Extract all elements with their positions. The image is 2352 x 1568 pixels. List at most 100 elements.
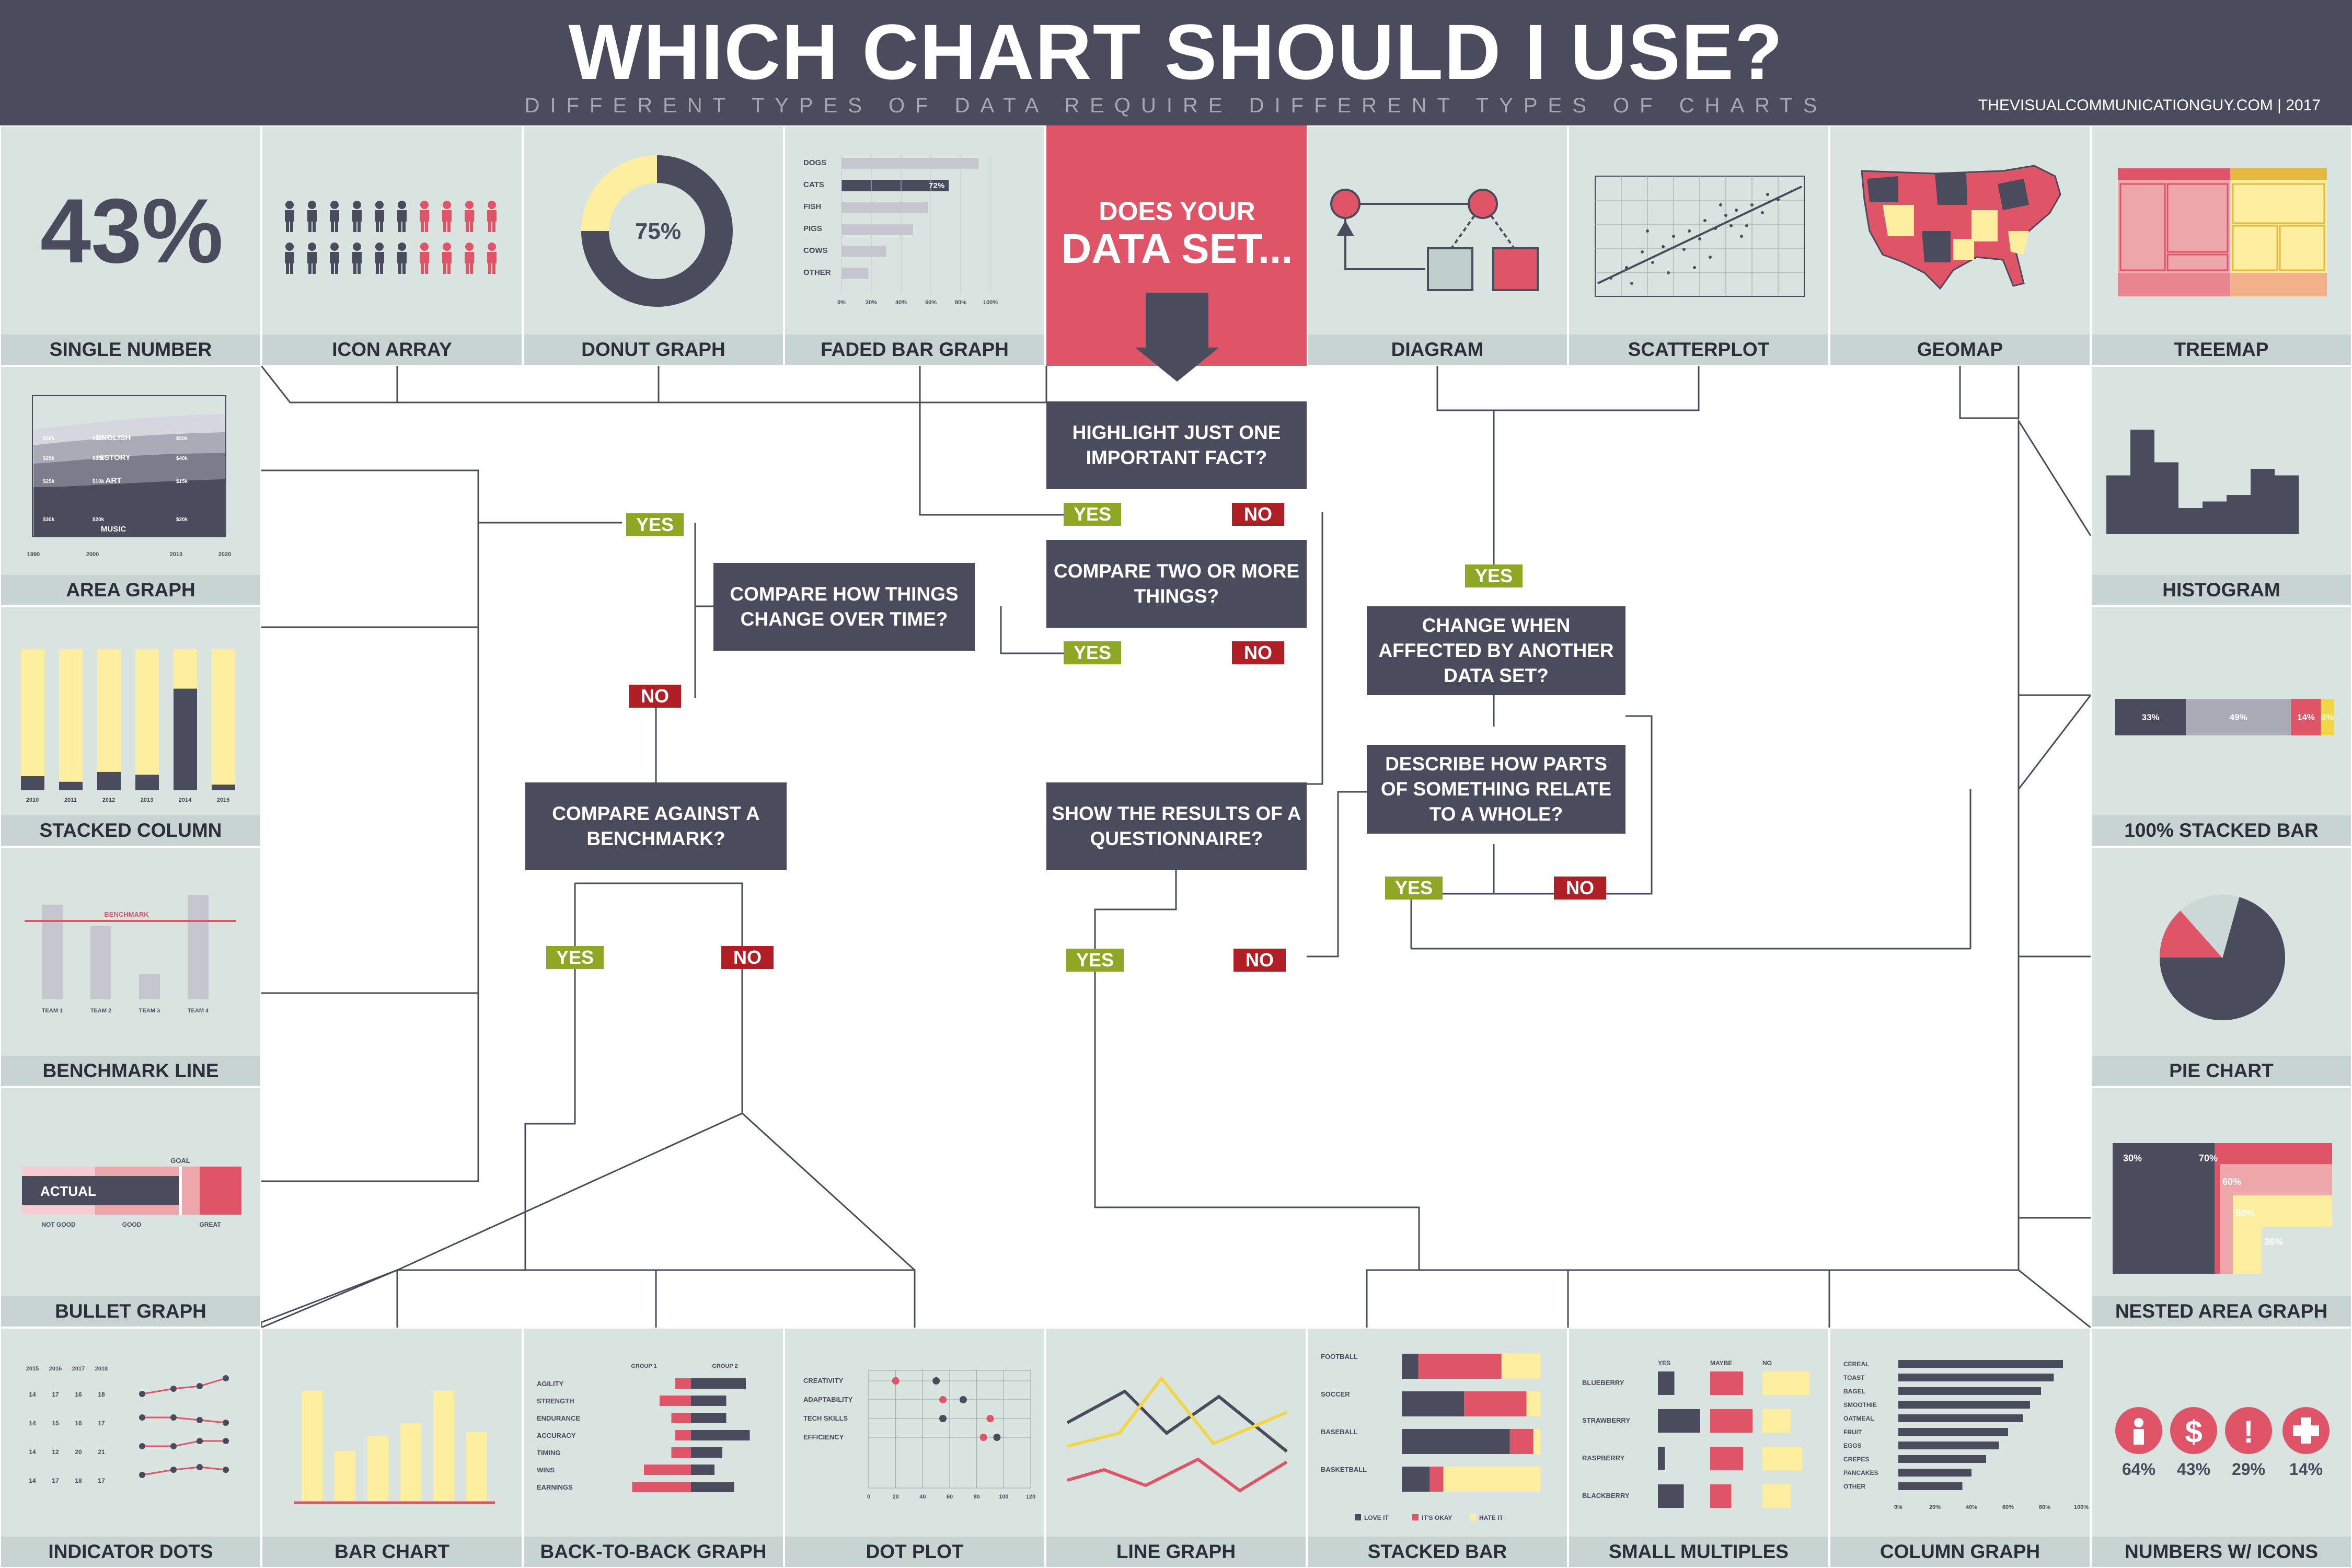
panel-label: SMALL MULTIPLES — [1569, 1537, 1828, 1567]
person-icon — [375, 210, 384, 222]
benchmark-label: BENCHMARK — [104, 910, 149, 918]
panel-back-to-back: GROUP 1 GROUP 2 AGILITY STRENGTH ENDURANCE AC… — [523, 1328, 784, 1568]
person-icon — [492, 222, 495, 232]
panel-icon-array: ICON ARRAY — [261, 125, 523, 366]
person-icon — [331, 263, 334, 274]
category-label: BASEBALL — [1321, 1428, 1358, 1436]
scatter-figure — [1595, 176, 1805, 297]
value-label: 17 — [98, 1477, 105, 1484]
category-label: EGGS — [1843, 1442, 1862, 1449]
scatter-point — [1709, 256, 1712, 259]
segment-label: 49% — [2230, 712, 2247, 722]
person-icon — [308, 222, 312, 232]
column-top — [135, 649, 159, 790]
tick-label: 20% — [1929, 1504, 1941, 1511]
question-questionnaire: SHOW THE RESULTS OF A QUESTIONNAIRE? — [1046, 782, 1307, 870]
panel-bullet: ACTUAL GOAL NOT GOOD GOOD GREAT BULLET G… — [0, 1087, 261, 1328]
category-label: SMOOTHIE — [1843, 1401, 1877, 1409]
series-label: ENGLISH — [96, 433, 131, 442]
indicator-dot — [139, 1443, 145, 1449]
person-icon — [443, 243, 451, 251]
person-icon — [285, 243, 294, 251]
person-icon — [313, 222, 316, 232]
panel-label: NESTED AREA GRAPH — [2092, 1296, 2351, 1327]
nested-area-figure: 30% 70% 60% 50% 36% — [2113, 1143, 2332, 1274]
scatter-point — [1735, 209, 1738, 212]
scatter-point — [1740, 235, 1743, 238]
person-icon — [420, 243, 429, 251]
dot — [932, 1377, 940, 1385]
tick-label: 60% — [925, 299, 937, 306]
person-icon — [2134, 1418, 2143, 1427]
no-tag: NO — [1232, 503, 1284, 526]
person-icon — [353, 243, 361, 251]
column — [139, 974, 160, 999]
panel-numbers-icons: $ ! 64% 43% 29% 14% NUMBERS W/ ICONS — [2091, 1328, 2352, 1568]
value-label: $20k — [93, 517, 105, 523]
person-icon — [465, 252, 474, 263]
value-label: 16 — [75, 1391, 82, 1398]
column-base — [21, 776, 44, 790]
person-icon — [443, 201, 451, 209]
dollar-icon: $ — [2185, 1414, 2202, 1449]
panel-column-graph: CEREAL TOAST BAGEL SMOOTHIE OATMEAL FRUIT EGGS… — [1829, 1328, 2091, 1568]
category-label: ADAPTABILITY — [803, 1396, 853, 1403]
scatter-point — [1745, 224, 1748, 227]
histogram-bin — [2227, 495, 2251, 534]
person-icon — [487, 210, 497, 222]
category-label: WINS — [537, 1466, 555, 1474]
category-label: OATMEAL — [1843, 1415, 1874, 1422]
bar — [335, 1451, 355, 1501]
person-icon — [402, 222, 406, 232]
tick-label: 60% — [2002, 1504, 2014, 1511]
bar-segment — [1443, 1467, 1540, 1492]
year-label: 2011 — [64, 797, 77, 803]
value-label: $30k — [93, 436, 105, 442]
left-bar — [675, 1378, 691, 1389]
area-figure: ENGLISH HISTORY ART MUSIC $20k $30k $50k $25k $3… — [27, 395, 231, 558]
yes-tag: YES — [1066, 949, 1124, 972]
right-bar — [691, 1482, 734, 1492]
bar — [1898, 1469, 1971, 1477]
tick-label: 60 — [947, 1494, 953, 1500]
bar-segment — [1429, 1467, 1444, 1492]
person-icon — [353, 201, 361, 209]
panel-label: FADED BAR GRAPH — [785, 335, 1044, 365]
bar-segment — [1526, 1391, 1540, 1416]
panel-label: BACK-TO-BACK GRAPH — [524, 1537, 783, 1567]
person-icon — [307, 210, 317, 222]
value-label: 21 — [98, 1448, 105, 1456]
year-label: 2016 — [49, 1366, 62, 1372]
bullet-actual: ACTUAL — [40, 1183, 96, 1199]
person-icon — [421, 222, 424, 232]
scatter-point — [1667, 271, 1670, 274]
person-icon — [286, 263, 289, 274]
question-benchmark: COMPARE AGAINST A BENCHMARK? — [525, 782, 787, 870]
histogram-bin — [2203, 501, 2227, 534]
donut-figure: 75% — [581, 155, 733, 307]
category-label: ACCURACY — [537, 1432, 576, 1439]
area-music — [33, 479, 225, 537]
indicator-dot — [223, 1375, 229, 1381]
tick-label: 100% — [983, 299, 998, 306]
tick-label: 100% — [2074, 1504, 2089, 1511]
person-icon — [420, 252, 429, 263]
person-icon — [442, 210, 452, 222]
stacked-column-figure: 2010 2011 2012 2013 2014 2015 — [21, 649, 235, 803]
legend-label: IT'S OKAY — [1422, 1514, 1452, 1521]
category-label: STRAWBERRY — [1582, 1416, 1630, 1424]
left-bar — [660, 1396, 691, 1406]
person-icon — [330, 243, 339, 251]
bar-segment — [1402, 1467, 1429, 1492]
question-parts-whole: DESCRIBE HOW PARTS OF SOMETHING RELATE T… — [1367, 745, 1625, 834]
category-label: BAGEL — [1843, 1388, 1865, 1395]
icon-value: 14% — [2289, 1460, 2323, 1479]
year-label: 2013 — [141, 797, 153, 803]
value-label: 18 — [75, 1477, 82, 1484]
bar — [1898, 1428, 2008, 1436]
person-icon — [352, 252, 362, 263]
value-label: $25k — [43, 479, 55, 485]
yes-tag: YES — [1465, 564, 1523, 587]
bar — [1658, 1371, 1675, 1395]
bar — [841, 268, 869, 279]
